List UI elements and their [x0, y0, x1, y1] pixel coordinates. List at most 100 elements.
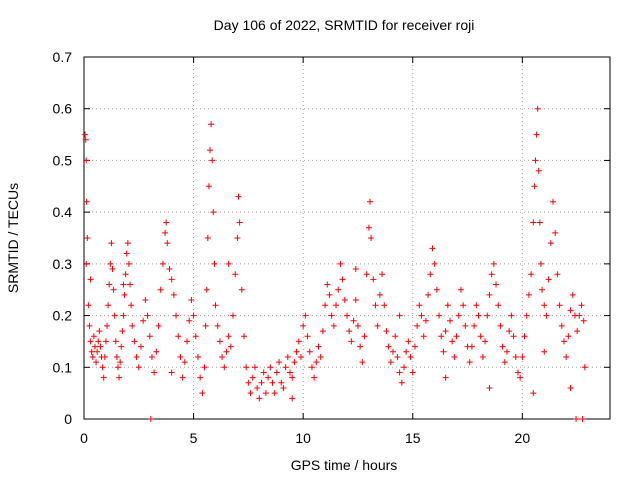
data-point: [256, 395, 263, 402]
data-point: [451, 353, 458, 360]
data-point: [209, 157, 216, 164]
data-point: [254, 384, 261, 391]
data-point: [394, 353, 401, 360]
data-point: [243, 364, 250, 371]
data-point: [398, 379, 405, 386]
data-point: [503, 348, 510, 355]
data-point: [225, 333, 232, 340]
data-point: [121, 291, 128, 298]
data-point: [530, 219, 537, 226]
data-point: [486, 384, 493, 391]
data-point: [89, 353, 96, 360]
data-point: [431, 260, 438, 267]
data-point: [462, 322, 469, 329]
data-point: [97, 343, 104, 350]
data-point: [519, 353, 526, 360]
data-point: [363, 271, 370, 278]
data-point: [352, 266, 359, 273]
data-point: [457, 286, 464, 293]
data-point: [400, 364, 407, 371]
data-point: [124, 240, 131, 247]
data-point: [236, 219, 243, 226]
data-point: [543, 312, 550, 319]
data-point: [306, 348, 313, 355]
data-point: [99, 364, 106, 371]
data-point: [88, 348, 95, 355]
data-point: [379, 271, 386, 278]
data-point: [173, 312, 180, 319]
data-point: [348, 338, 355, 345]
data-point: [168, 369, 175, 376]
data-point: [581, 364, 588, 371]
data-point: [365, 224, 372, 231]
data-point: [468, 343, 475, 350]
data-point: [311, 374, 318, 381]
data-point: [166, 266, 173, 273]
data-point: [523, 312, 530, 319]
data-point: [119, 328, 126, 335]
data-point: [495, 302, 502, 309]
data-point: [512, 353, 519, 360]
data-point: [396, 369, 403, 376]
data-point: [579, 416, 586, 422]
data-point: [120, 281, 127, 288]
data-point: [573, 416, 580, 422]
data-point: [170, 291, 177, 298]
data-point: [269, 379, 276, 386]
data-point: [350, 317, 357, 324]
data-point: [106, 281, 113, 288]
data-point: [497, 322, 504, 329]
data-point: [396, 312, 403, 319]
data-point: [85, 302, 92, 309]
y-tick-label: 0.4: [53, 204, 73, 220]
data-point: [403, 348, 410, 355]
data-point: [137, 343, 144, 350]
data-point: [475, 312, 482, 319]
data-point: [188, 297, 195, 304]
data-point: [184, 338, 191, 345]
data-point: [300, 322, 307, 329]
data-point: [376, 291, 383, 298]
data-point: [460, 302, 467, 309]
data-point: [151, 369, 158, 376]
data-point: [197, 374, 204, 381]
data-point: [153, 348, 160, 355]
data-point: [532, 157, 539, 164]
data-point: [367, 198, 374, 205]
data-point: [95, 338, 102, 345]
data-point: [86, 322, 93, 329]
data-point: [405, 338, 412, 345]
data-point: [319, 328, 326, 335]
data-point: [322, 302, 329, 309]
data-point: [335, 286, 342, 293]
data-point: [534, 105, 541, 112]
data-point: [359, 359, 366, 366]
data-point: [361, 333, 368, 340]
data-point: [313, 359, 320, 366]
data-point: [537, 260, 544, 267]
grid: [84, 57, 610, 419]
data-point: [122, 271, 129, 278]
data-point: [385, 343, 392, 350]
data-point: [267, 364, 274, 371]
data-point: [125, 260, 132, 267]
data-point: [484, 312, 491, 319]
data-point: [245, 379, 252, 386]
data-point: [337, 260, 344, 267]
data-point: [409, 369, 416, 376]
data-point: [227, 343, 234, 350]
data-point: [317, 353, 324, 360]
data-point: [304, 333, 311, 340]
data-point: [278, 379, 285, 386]
x-tick-label: 15: [405, 430, 421, 446]
data-point: [482, 338, 489, 345]
data-point: [390, 348, 397, 355]
data-point: [418, 312, 425, 319]
data-point: [276, 359, 283, 366]
data-point: [94, 348, 101, 355]
data-point: [273, 369, 280, 376]
data-point: [444, 302, 451, 309]
data-point: [82, 136, 89, 143]
data-point: [235, 193, 242, 200]
